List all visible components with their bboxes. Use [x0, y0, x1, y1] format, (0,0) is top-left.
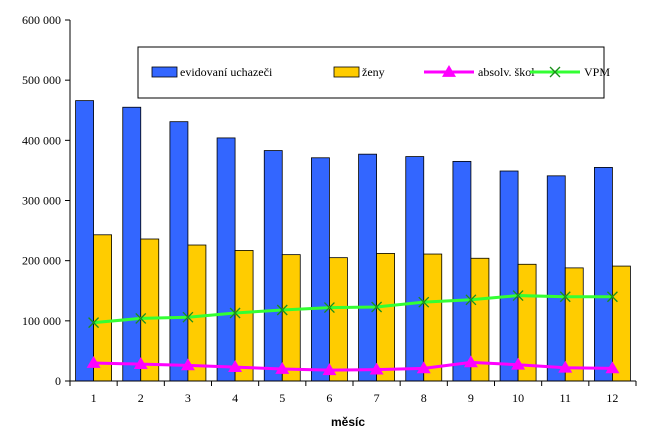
bar-evidovani	[405, 156, 425, 382]
legend-marker	[549, 66, 561, 78]
x-axis: 1 2 3 4 5 6 7 8 9 10 11 12	[69, 380, 637, 405]
y-tick-label: 100 000	[22, 314, 61, 328]
point-vpm	[512, 290, 524, 302]
legend: evidovaní uchazeči ženy absolv. škol VPM	[137, 46, 610, 99]
y-tick-label: 300 000	[22, 194, 61, 208]
point-vpm	[323, 302, 335, 314]
bar-zeny	[423, 253, 443, 382]
point-vpm	[88, 317, 100, 329]
bars	[75, 100, 631, 382]
bar-evidovani	[594, 167, 613, 382]
point-absolv	[605, 361, 620, 374]
point-absolv	[369, 362, 384, 375]
line-absolv	[93, 360, 613, 372]
x-tick-label: 11	[559, 391, 571, 405]
bar-evidovani	[263, 150, 283, 382]
legend-label: VPM	[584, 65, 610, 79]
point-vpm	[182, 311, 194, 323]
bar-evidovani	[546, 175, 566, 382]
bar-evidovani	[358, 153, 377, 382]
x-tick-label: 12	[606, 391, 618, 405]
x-tick-label: 6	[326, 391, 332, 405]
x-tick-label: 2	[138, 391, 144, 405]
legend-label: ženy	[362, 65, 385, 79]
point-vpm	[606, 291, 618, 303]
bar-zeny	[376, 253, 395, 382]
bar-zeny	[140, 238, 160, 382]
bar-zeny	[281, 254, 301, 382]
legend-swatch	[151, 66, 178, 78]
point-vpm	[135, 312, 147, 324]
bar-evidovani	[169, 121, 189, 382]
x-tick-label: 10	[512, 391, 524, 405]
x-tick-label: 7	[374, 391, 380, 405]
bar-zeny	[187, 244, 207, 382]
point-vpm	[559, 291, 571, 303]
point-vpm	[465, 294, 477, 306]
x-tick-label: 8	[421, 391, 427, 405]
point-absolv	[416, 361, 431, 374]
bar-zeny	[612, 265, 631, 382]
line-vpm	[93, 294, 613, 325]
bar-zeny	[329, 257, 348, 382]
x-tick-label: 1	[91, 391, 97, 405]
legend-label: absolv. škol	[478, 65, 535, 79]
bar-evidovani	[216, 137, 236, 382]
bar-evidovani	[311, 157, 330, 382]
legend-marker	[442, 65, 456, 77]
x-tick-label: 4	[232, 391, 238, 405]
x-tick-label: 9	[468, 391, 474, 405]
bar-zeny	[93, 234, 112, 382]
point-absolv	[133, 357, 148, 370]
point-absolv	[463, 355, 478, 368]
point-absolv	[558, 360, 573, 373]
y-tick-label: 500 000	[22, 73, 61, 87]
y-axis: 0 100 000 200 000 300 000 400 000 500 000 600 …	[22, 13, 71, 388]
legend-box	[137, 46, 605, 99]
point-vpm	[418, 296, 430, 308]
point-absolv	[228, 360, 243, 373]
y-tick-label: 0	[55, 374, 61, 388]
point-absolv	[275, 361, 290, 374]
x-tick-label: 5	[279, 391, 285, 405]
series-lines	[86, 290, 620, 376]
point-vpm	[371, 301, 383, 313]
bar-evidovani	[122, 106, 142, 382]
point-absolv	[322, 363, 337, 376]
point-absolv	[180, 358, 195, 371]
point-absolv	[86, 355, 101, 368]
x-tick-label: 3	[185, 391, 191, 405]
x-axis-title: měsíc	[331, 415, 365, 429]
bar-evidovani	[452, 160, 472, 382]
y-tick-label: 600 000	[22, 13, 61, 27]
bar-evidovani	[499, 170, 519, 382]
legend-label: evidovaní uchazeči	[180, 65, 273, 79]
bar-evidovani	[75, 100, 94, 382]
point-vpm	[276, 304, 288, 316]
bar-zeny	[564, 267, 584, 382]
y-tick-label: 400 000	[22, 133, 61, 147]
point-absolv	[511, 357, 526, 370]
legend-swatch	[333, 66, 360, 78]
y-tick-label: 200 000	[22, 254, 61, 268]
point-vpm	[229, 307, 241, 319]
